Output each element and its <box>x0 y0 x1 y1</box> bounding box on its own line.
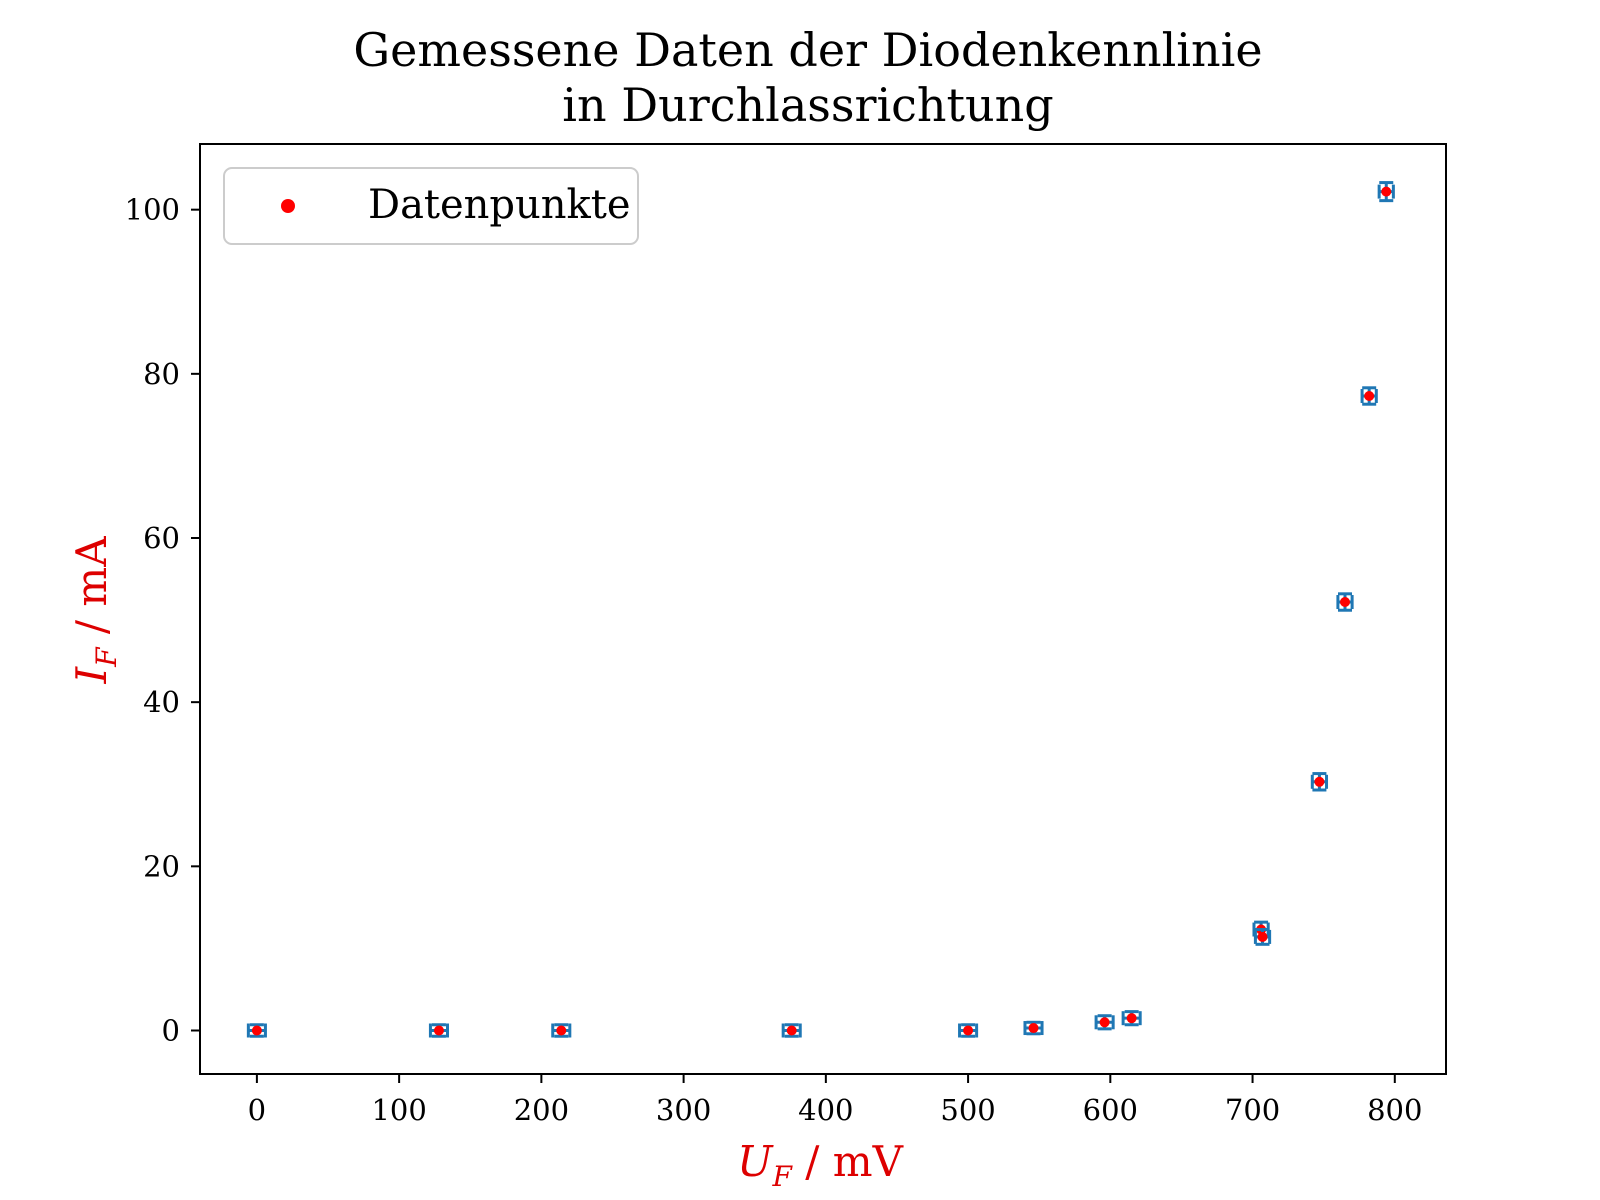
x-tick-label: 700 <box>1225 1093 1280 1127</box>
data-point <box>551 1023 572 1038</box>
data-point-marker <box>1381 186 1392 197</box>
y-tick-label: 20 <box>143 849 180 883</box>
x-tick-label: 400 <box>798 1093 853 1127</box>
data-point-marker <box>556 1025 567 1036</box>
data-points-layer <box>246 181 1395 1038</box>
data-point <box>1023 1020 1044 1036</box>
x-axis-label-unit: / mV <box>792 1137 904 1186</box>
data-point-marker <box>786 1025 797 1036</box>
data-point-marker <box>963 1025 974 1036</box>
data-point-marker <box>1364 390 1375 401</box>
chart-title-line-1: Gemessene Daten der Diodenkennlinie <box>353 23 1262 77</box>
x-tick-label: 600 <box>1083 1093 1138 1127</box>
data-point <box>1377 181 1395 203</box>
x-tick-label: 200 <box>514 1093 569 1127</box>
data-point <box>246 1023 267 1038</box>
data-point-marker <box>251 1025 262 1036</box>
data-point <box>1336 592 1354 612</box>
data-point <box>428 1023 449 1038</box>
data-point-marker <box>1028 1023 1039 1034</box>
legend-box <box>223 167 639 245</box>
data-point <box>1253 928 1272 946</box>
x-axis-label-subscript: F <box>771 1160 793 1193</box>
data-point <box>781 1023 802 1038</box>
data-point-marker <box>1257 931 1268 942</box>
data-point-marker <box>1099 1017 1110 1028</box>
legend-marker <box>281 199 295 213</box>
data-point <box>1094 1014 1115 1031</box>
plot-area-frame <box>199 143 1447 1075</box>
y-tick-label: 40 <box>143 685 180 719</box>
x-axis-label: UF / mV <box>737 1137 904 1193</box>
x-tick-label: 300 <box>656 1093 711 1127</box>
y-tick-label: 80 <box>143 357 180 391</box>
x-axis-label-symbol: U <box>737 1137 774 1186</box>
legend: Datenpunkte <box>223 167 639 245</box>
y-axis-ticks: 0 20 40 60 80 100 <box>125 193 200 1047</box>
data-point <box>1121 1010 1142 1027</box>
x-tick-label: 0 <box>248 1093 266 1127</box>
y-axis-label-subscript: F <box>90 646 123 668</box>
x-tick-label: 500 <box>940 1093 995 1127</box>
x-tick-label: 800 <box>1367 1093 1422 1127</box>
y-axis-label: IF / mA <box>67 536 123 685</box>
x-axis-ticks: 0 100 200 300 400 500 600 700 800 <box>248 1074 1422 1127</box>
data-point <box>958 1023 979 1038</box>
chart-title-line-2: in Durchlassrichtung <box>562 78 1053 132</box>
y-tick-label: 0 <box>162 1013 180 1047</box>
data-point <box>1310 772 1329 792</box>
y-axis-label-symbol: I <box>67 666 116 685</box>
y-tick-label: 100 <box>125 193 180 227</box>
data-point-marker <box>1314 776 1325 787</box>
data-point-marker <box>1126 1013 1137 1024</box>
y-tick-label: 60 <box>143 521 180 555</box>
y-axis-label-unit: / mA <box>67 536 116 648</box>
data-point-marker <box>433 1025 444 1036</box>
legend-label: Datenpunkte <box>368 182 631 228</box>
data-point <box>1360 386 1378 406</box>
x-tick-label: 100 <box>371 1093 426 1127</box>
data-point-marker <box>1340 597 1351 608</box>
